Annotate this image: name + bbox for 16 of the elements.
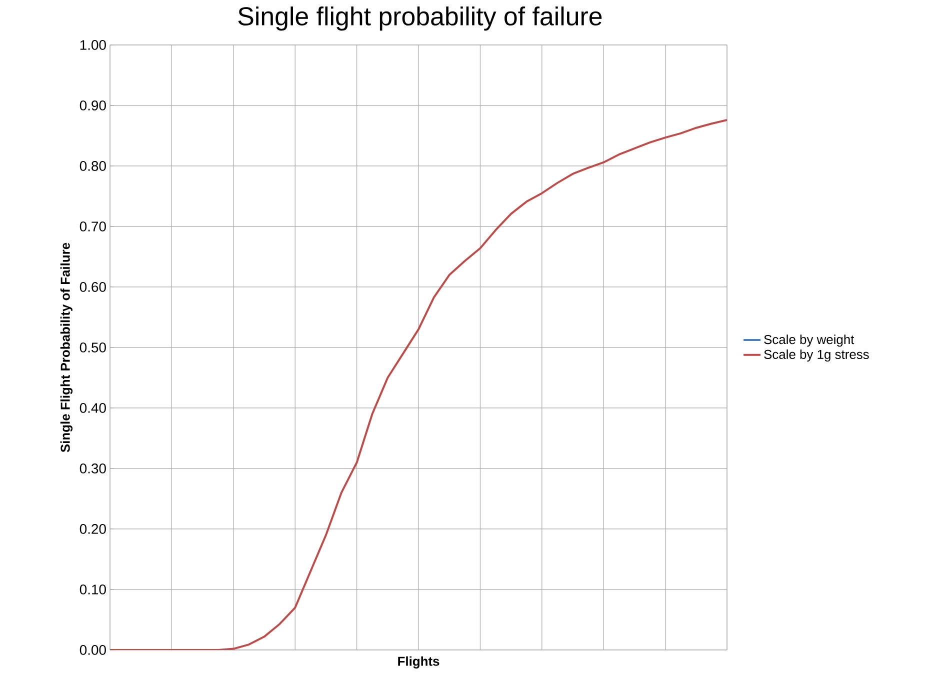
y-tick-label: 0.10 [80, 584, 106, 594]
y-tick-label: 0.30 [80, 464, 106, 474]
y-tick-label: 0.40 [80, 403, 106, 413]
legend-label: Scale by weight [764, 334, 854, 347]
y-tick-label: 0.60 [80, 282, 106, 292]
y-tick-label: 0.20 [80, 524, 106, 534]
y-tick-label: 0.00 [80, 645, 106, 655]
y-tick-label: 0.70 [80, 222, 106, 232]
y-tick-label: 0.50 [80, 342, 106, 352]
legend-label: Scale by 1g stress [764, 349, 869, 362]
x-axis-title: Flights [398, 656, 440, 668]
y-tick-label: 0.90 [80, 100, 106, 110]
chart-title: Single flight probability of failure [238, 6, 602, 31]
y-tick-label: 1.00 [80, 40, 106, 50]
y-tick-label: 0.80 [80, 161, 106, 171]
y-axis-title: Single Flight Probability of Failure [60, 242, 73, 452]
